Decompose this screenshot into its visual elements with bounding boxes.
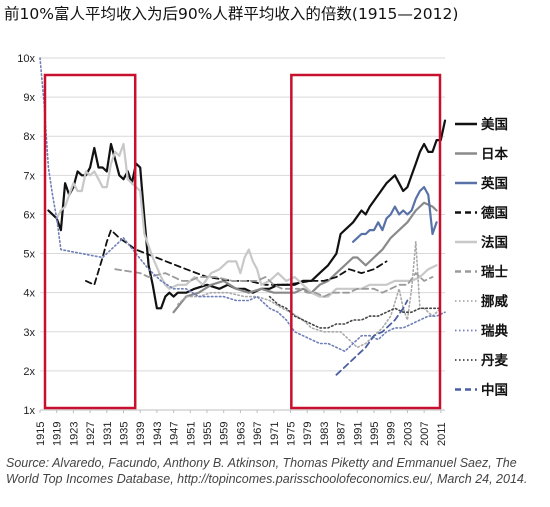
series-line-0 (47, 119, 447, 310)
x-tick-label: 1983 (319, 422, 331, 446)
series-line-4 (55, 142, 438, 298)
legend-label-9: 中国 (481, 382, 508, 399)
series-line-1 (172, 201, 438, 314)
x-tick-label: 1975 (286, 422, 298, 446)
x-tick-label: 1979 (302, 422, 314, 446)
series-line-7 (39, 57, 446, 353)
highlight-box-0 (43, 73, 137, 410)
x-tick-label: 1999 (386, 422, 398, 446)
y-tick-label: 1x (23, 405, 35, 417)
legend-label-2: 英国 (480, 175, 508, 192)
series-line-2 (352, 186, 438, 243)
legend-label-6: 挪威 (481, 293, 508, 310)
x-tick-label: 1995 (369, 422, 381, 446)
y-tick-label: 7x (23, 170, 35, 182)
series-line-3 (85, 229, 388, 286)
legend-label-5: 瑞士 (481, 264, 508, 281)
x-tick-label: 1927 (85, 422, 97, 446)
legend-label-0: 美国 (481, 116, 508, 133)
y-tick-label: 3x (23, 327, 35, 339)
x-tick-label: 1915 (35, 422, 47, 446)
x-tick-label: 1971 (269, 422, 281, 446)
x-tick-label: 1959 (219, 422, 231, 446)
highlight-box-1 (290, 73, 442, 410)
x-tick-label: 2011 (436, 422, 448, 446)
highlight-boxes (43, 73, 442, 410)
line-chart: 1x 2x 3x 4x 5x 6x 7x 8x 9x 10x 1915 1919 1923 1927 193… (17, 53, 508, 446)
x-tick-label: 1987 (336, 422, 348, 446)
x-tick-label: 1919 (52, 422, 64, 446)
y-tick-label: 10x (17, 53, 35, 65)
y-tick-label: 9x (23, 92, 35, 104)
x-tick-label: 1955 (202, 422, 214, 446)
y-tick-label: 5x (23, 249, 35, 261)
x-tick-label: 1951 (185, 422, 197, 446)
x-tick-label: 1963 (235, 422, 247, 446)
series-line-5 (114, 268, 434, 298)
legend-label-7: 瑞典 (481, 323, 508, 340)
source-note: Source: Alvaredo, Facundo, Anthony B. At… (6, 456, 528, 486)
y-tick-label: 8x (23, 131, 35, 143)
series-line-8 (268, 295, 442, 329)
legend-label-4: 法国 (481, 234, 508, 251)
x-tick-label: 1991 (352, 422, 364, 446)
x-tick-label: 1931 (102, 422, 114, 446)
y-tick-label: 6x (23, 209, 35, 221)
x-tick-label: 1923 (68, 422, 80, 446)
y-tick-label: 2x (23, 366, 35, 378)
x-tick-label: 1939 (135, 422, 147, 446)
x-tick-label: 1943 (152, 422, 164, 446)
series-line-9 (335, 299, 409, 376)
legend-label-1: 日本 (481, 146, 508, 163)
x-tick-label: 1947 (169, 422, 181, 446)
x-tick-label: 2007 (419, 422, 431, 446)
axes: 1x 2x 3x 4x 5x 6x 7x 8x 9x 10x 1915 1919 1923 1927 193… (17, 53, 448, 446)
x-tick-label: 1967 (252, 422, 264, 446)
x-tick-label: 2003 (402, 422, 414, 446)
y-tick-label: 4x (23, 288, 35, 300)
x-tick-label: 1935 (119, 422, 131, 446)
legend-label-8: 丹麦 (481, 352, 508, 369)
series-lines (39, 57, 447, 376)
series-line-6 (177, 241, 442, 349)
legend-label-3: 德国 (481, 205, 508, 222)
chart-title: 前10%富人平均收入为后90%人群平均收入的倍数(1915—2012) (4, 5, 459, 23)
